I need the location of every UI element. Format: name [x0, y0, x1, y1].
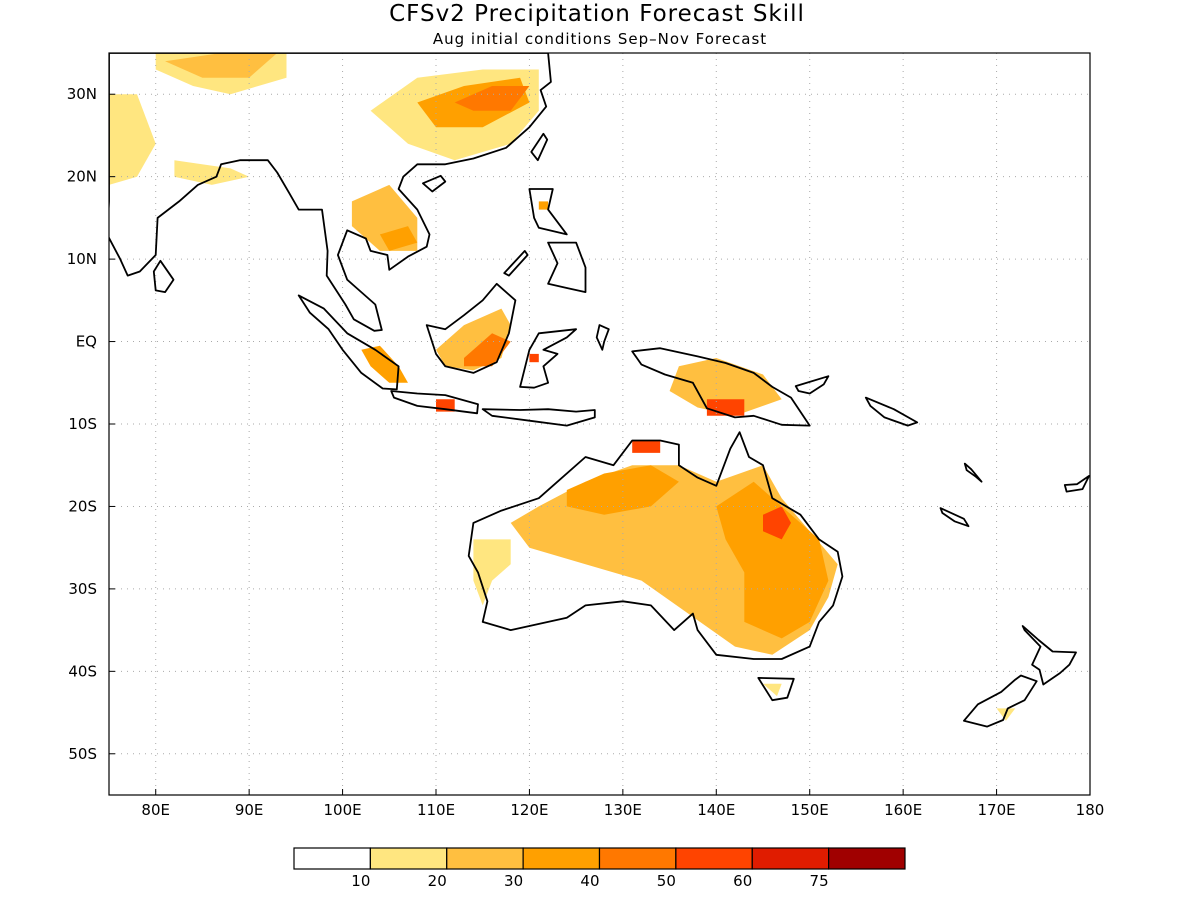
skill-region-north-australia	[566, 465, 679, 515]
colorbar-swatch	[446, 847, 524, 870]
skill-region-new-guinea-core	[706, 399, 745, 416]
map-title: CFSv2 Precipitation Forecast Skill	[389, 1, 805, 27]
x-tick-label: 120E	[510, 801, 548, 819]
colorbar-swatch	[675, 847, 753, 870]
x-tick-label: 100E	[324, 801, 362, 819]
y-tick-label: 30N	[67, 85, 97, 103]
colorbar-swatch	[828, 847, 906, 870]
colorbar-label: 75	[810, 872, 829, 890]
hainan-outline	[421, 174, 447, 193]
colorbar-label: 40	[580, 872, 599, 890]
halmahera-outline	[595, 324, 610, 351]
palawan-outline	[503, 249, 529, 277]
coastline-layer	[109, 53, 1090, 728]
latitude-ticks: 30N 20N 10N EQ 10S 20S 30S 40S 50S	[67, 85, 115, 763]
longitude-ticks: 80E 90E 100E 110E 120E 130E 140E 150E 160E 170E 18…	[141, 789, 1104, 819]
solomons-outline	[864, 396, 919, 427]
y-tick-label: 30S	[68, 580, 97, 598]
x-tick-label: 180	[1076, 801, 1105, 819]
x-tick-label: 170E	[978, 801, 1016, 819]
colorbar-swatch	[522, 847, 601, 870]
x-tick-label: 80E	[141, 801, 170, 819]
skill-region-india-east	[174, 160, 250, 185]
colorbar-label: 60	[733, 872, 752, 890]
nz-north-outline	[1021, 625, 1077, 686]
x-tick-label: 150E	[791, 801, 829, 819]
skill-region-australia-east	[716, 481, 829, 639]
skill-region-sumatra	[361, 345, 408, 383]
new-guinea-outline	[631, 347, 811, 427]
colorbar-swatch	[293, 847, 371, 870]
asia-mainland-outline	[109, 53, 552, 332]
colorbar-label: 50	[657, 872, 676, 890]
colorbar-swatch	[369, 847, 448, 870]
borneo-outline	[425, 282, 517, 374]
colorbar-label: 10	[351, 872, 370, 890]
nz-south-outline	[963, 674, 1038, 728]
skill-shading-layer	[109, 53, 1016, 721]
colorbar: 10 20 30 40 50 60 75	[293, 847, 906, 890]
philippines-south	[547, 241, 587, 294]
new-caledonia-outline	[939, 507, 970, 528]
vanuatu-outline	[963, 462, 983, 483]
x-tick-label: 130E	[604, 801, 642, 819]
philippines-luzon	[528, 188, 568, 236]
y-tick-label: 50S	[68, 745, 97, 763]
fiji-outline	[1063, 474, 1090, 493]
y-tick-label: 40S	[68, 662, 97, 680]
sumatra-outline	[297, 294, 400, 391]
y-tick-label: 10N	[67, 250, 97, 268]
colorbar-swatch	[751, 847, 830, 870]
skill-region-arnhem-peak	[632, 440, 661, 453]
new-britain-outline	[794, 375, 830, 395]
skill-region-tasmania	[763, 683, 782, 697]
tasmania-outline	[757, 677, 795, 702]
y-tick-label: 20N	[67, 168, 97, 186]
skill-region-cambodia-core	[379, 226, 418, 251]
x-tick-label: 140E	[697, 801, 735, 819]
map-subtitle: Aug initial conditions Sep–Nov Forecast	[433, 30, 767, 48]
sri-lanka-outline	[152, 259, 175, 294]
skill-region-yangtze-core	[454, 86, 530, 111]
y-tick-label: 20S	[68, 497, 97, 515]
colorbar-swatch	[598, 847, 677, 870]
y-tick-label: 10S	[68, 415, 97, 433]
skill-region-philippines-spot	[538, 201, 549, 210]
y-tick-label: EQ	[76, 333, 97, 351]
x-tick-label: 110E	[417, 801, 455, 819]
skill-region-sulawesi-spot	[529, 353, 539, 363]
java-outline	[390, 390, 479, 415]
taiwan-outline	[530, 132, 549, 162]
gridlines	[109, 53, 1090, 795]
sulawesi-outline	[519, 328, 577, 389]
x-tick-label: 90E	[235, 801, 264, 819]
australia-outline	[467, 431, 844, 660]
skill-region-india-west	[109, 94, 156, 185]
colorbar-label: 30	[504, 872, 523, 890]
skill-region-queensland-core	[763, 506, 791, 540]
lesser-sunda-outline	[481, 408, 596, 427]
x-tick-label: 160E	[884, 801, 922, 819]
colorbar-label: 20	[428, 872, 447, 890]
